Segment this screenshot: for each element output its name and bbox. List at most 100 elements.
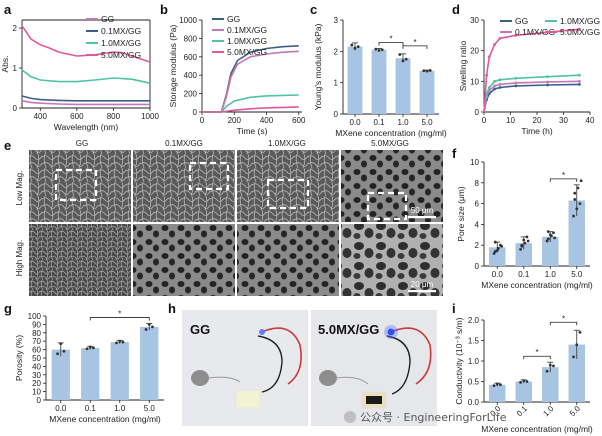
data-point-f-3-6 xyxy=(573,198,577,201)
y-tick-label-g-10: 100 xyxy=(28,312,42,321)
data-point-f-3-4 xyxy=(576,186,580,190)
wire-black-left xyxy=(257,335,283,393)
chart-c-youngs-modulus: 0 1 2 3 0.0 0.1 1.0 5.0 * * MXene concentration (m… xyxy=(313,16,447,138)
y-tick-label-b-5: 1000 xyxy=(179,16,197,25)
x-tick-label-i-1: 0.1 xyxy=(515,404,530,419)
sem-row-label-low-mag: Low Mag. xyxy=(15,171,24,206)
y-tick-label-g-6: 60 xyxy=(32,346,41,355)
significance-bracket-i-0 xyxy=(523,355,551,360)
x-axis-label-g: MXene concentration (mg/ml) xyxy=(49,414,161,424)
x-tick-label-f-3: 5.0 xyxy=(571,270,583,279)
x-tick-label-a-1: 600 xyxy=(70,112,84,121)
y-tick-label-b-0: 0 xyxy=(193,108,198,117)
y-tick-label-f-1: 2 xyxy=(475,241,480,250)
wechat-icon xyxy=(344,411,356,423)
series-point-d-0-4 xyxy=(498,86,502,89)
data-point-i-2-2 xyxy=(552,364,555,368)
data-point-f-1-6 xyxy=(520,243,524,247)
data-point-c-2-0 xyxy=(398,53,402,56)
zoom-box-gg xyxy=(54,168,98,202)
series-line-d-0 xyxy=(483,83,580,113)
x-tick-label-c-2: 1.0 xyxy=(397,118,409,127)
data-point-i-3-1 xyxy=(575,343,579,346)
sem-column-title-gg: GG xyxy=(76,139,88,148)
panel-label-a: a xyxy=(4,2,12,17)
series-point-d-0-3 xyxy=(493,87,496,91)
data-point-g-3-0 xyxy=(144,328,148,331)
y-tick-label-g-0: 0 xyxy=(37,396,42,405)
y-tick-label-a-0: 0 xyxy=(13,104,18,113)
series-point-d-1-7 xyxy=(578,79,581,83)
series-line-a-2 xyxy=(21,69,151,84)
data-point-i-2-0 xyxy=(545,369,549,373)
series-line-d-2 xyxy=(483,74,580,113)
sem-1-0mx-high xyxy=(237,224,339,296)
data-point-c-0-1 xyxy=(353,46,357,50)
series-point-d-1-3 xyxy=(493,84,496,88)
x-tick-label-a-3: 1000 xyxy=(141,112,159,121)
data-point-g-0-2 xyxy=(62,349,66,353)
y-tick-label-g-1: 10 xyxy=(32,388,41,397)
sem-column-title-1-0mx: 1.0MX/GG xyxy=(268,139,306,148)
x-axis-label-i: MXene concentration (mg/ml) xyxy=(481,424,593,434)
x-tick-label-g-3: 5.0 xyxy=(144,404,156,413)
y-tick-label-c-0: 0 xyxy=(334,110,339,119)
bar-i-3 xyxy=(568,344,585,402)
y-tick-label-b-1: 200 xyxy=(184,90,198,99)
data-point-f-2-0 xyxy=(545,239,549,243)
panel-label-g: g xyxy=(4,301,12,316)
y-tick-label-g-9: 90 xyxy=(32,320,41,329)
sem-5-0mx-low xyxy=(341,150,443,222)
chart-d-swelling-ratio: 0 10 20 30 40 0 10 20 30 Time (h) Swelling ratio GG… xyxy=(458,16,600,136)
significance-bracket-f-0 xyxy=(549,178,578,182)
data-point-c-2-2 xyxy=(404,57,408,61)
series-point-d-2-5 xyxy=(514,76,518,80)
bar-g-2 xyxy=(110,342,129,400)
sem-column-title-0-1mx: 0.1MX/GG xyxy=(165,139,203,148)
data-point-c-1-2 xyxy=(380,48,384,52)
series-point-d-1-6 xyxy=(546,80,549,84)
significance-bracket-i-1 xyxy=(549,321,578,326)
x-tick-label-d-1: 10 xyxy=(506,116,515,125)
legend-label-d-1: 0.1MX/GG xyxy=(515,27,555,37)
y-tick-label-f-0: 0 xyxy=(475,262,480,271)
legend-label-b-1: 0.1MX/GG xyxy=(227,25,267,35)
panel-label-h: h xyxy=(168,301,176,316)
series-line-a-1 xyxy=(21,95,150,102)
x-axis-label-c: MXene concentration (mg/ml) xyxy=(335,128,447,138)
sem-gg-high xyxy=(29,224,131,296)
x-tick-label-f-1: 0.1 xyxy=(518,270,530,279)
chart-a-uv-absorbance: 400 600 800 1000 0 1 2 Wavelength (nm) Abs. GG 0.1… xyxy=(0,14,159,132)
x-tick-label-d-3: 30 xyxy=(559,116,568,125)
series-point-d-2-2 xyxy=(487,86,491,89)
legend-label-b-2: 1.0MX/GG xyxy=(227,36,267,46)
scale-bar-low xyxy=(408,216,436,219)
x-tick-label-a-0: 400 xyxy=(34,112,48,121)
significance-star-c-0: * xyxy=(389,35,392,44)
data-point-f-2-5 xyxy=(553,236,557,240)
y-tick-label-i-3: 1.5 xyxy=(468,337,480,346)
bar-g-3 xyxy=(140,326,159,400)
y-tick-label-i-0: 0.0 xyxy=(468,398,480,407)
x-tick-label-g-0: 0.0 xyxy=(55,404,67,413)
data-point-g-3-2 xyxy=(151,325,154,329)
series-point-d-2-3 xyxy=(493,79,496,83)
data-point-g-2-1 xyxy=(118,339,122,343)
data-point-g-0-1 xyxy=(59,342,63,346)
x-tick-label-c-3: 5.0 xyxy=(421,118,433,127)
data-point-f-1-0 xyxy=(519,247,522,251)
bar-f-0 xyxy=(489,247,506,266)
legend-label-b-0: GG xyxy=(227,14,240,24)
y-axis-label-c: Young's modulus (kPa) xyxy=(313,23,323,110)
y-tick-label-g-5: 50 xyxy=(32,354,41,363)
bar-c-2 xyxy=(395,58,411,114)
data-point-c-1-0 xyxy=(374,47,378,51)
bar-c-3 xyxy=(419,70,435,114)
photo-panel-h: GG 5.0MX/GG xyxy=(182,310,437,426)
y-axis-label-g: Porosity (%) xyxy=(14,335,24,381)
y-axis-label-d: Swelling ratio xyxy=(458,40,468,91)
sem-column-title-5-0mx: 5.0MX/GG xyxy=(371,139,409,148)
data-point-c-3-2 xyxy=(428,69,432,72)
significance-bracket-g-0 xyxy=(89,317,150,321)
data-point-g-1-1 xyxy=(88,345,92,349)
